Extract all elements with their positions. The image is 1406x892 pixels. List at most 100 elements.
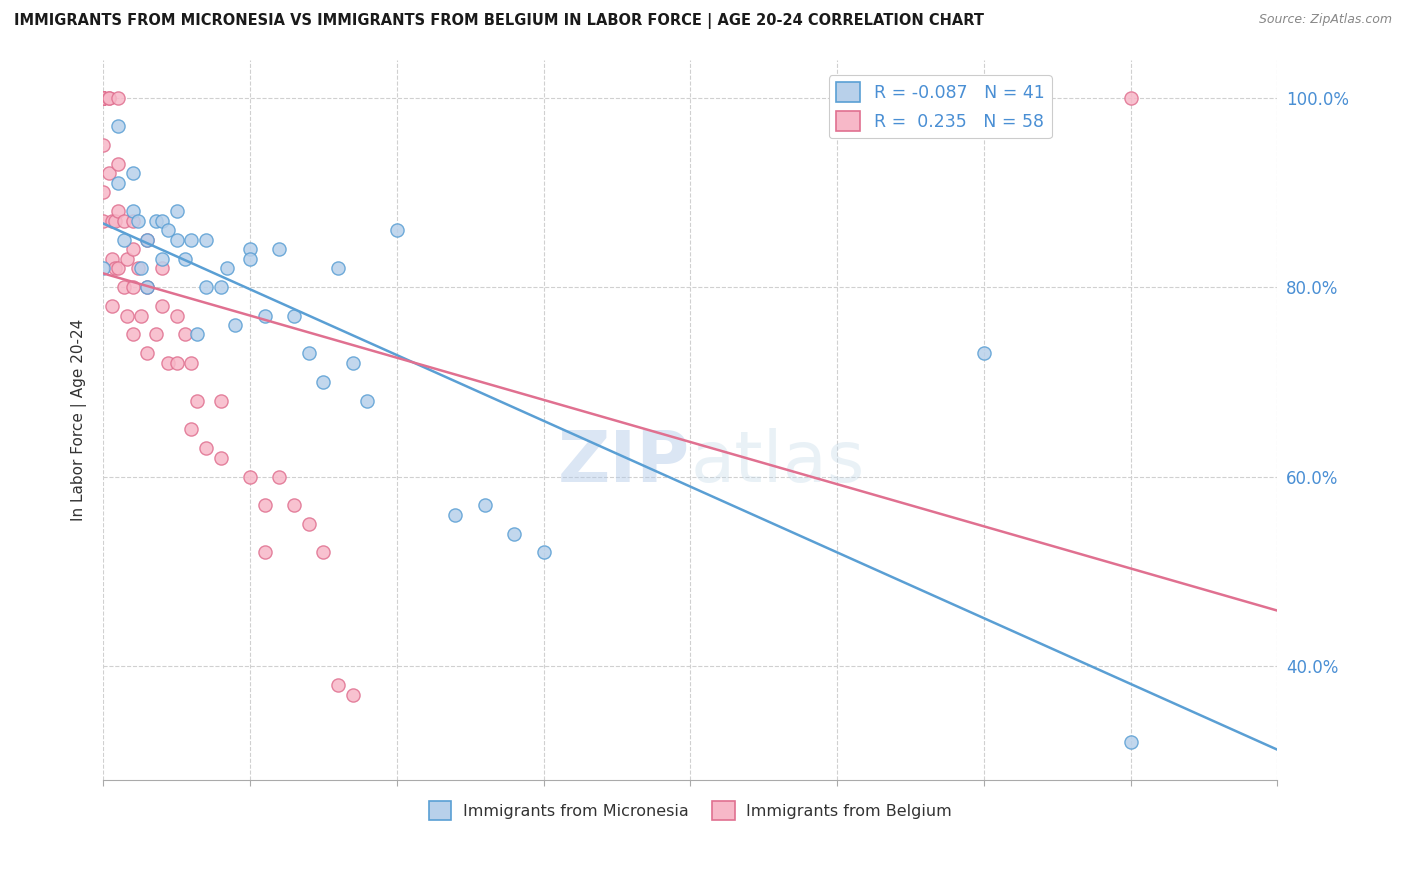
- Point: [136, 280, 159, 294]
- Point: [127, 261, 149, 276]
- Point: [101, 213, 124, 227]
- Point: [215, 261, 238, 276]
- Text: Source: ZipAtlas.com: Source: ZipAtlas.com: [1258, 13, 1392, 27]
- Point: [112, 280, 135, 294]
- Point: [1119, 90, 1142, 104]
- Point: [156, 223, 179, 237]
- Point: [533, 545, 555, 559]
- Point: [104, 213, 127, 227]
- Point: [91, 261, 114, 276]
- Point: [121, 280, 143, 294]
- Point: [444, 508, 467, 522]
- Point: [150, 299, 173, 313]
- Point: [180, 233, 202, 247]
- Point: [98, 166, 121, 180]
- Point: [1119, 735, 1142, 749]
- Point: [209, 393, 232, 408]
- Legend: Immigrants from Micronesia, Immigrants from Belgium: Immigrants from Micronesia, Immigrants f…: [423, 795, 957, 826]
- Point: [269, 469, 291, 483]
- Point: [107, 157, 129, 171]
- Point: [91, 90, 114, 104]
- Point: [121, 242, 143, 256]
- Point: [186, 327, 208, 342]
- Point: [136, 233, 159, 247]
- Point: [104, 261, 127, 276]
- Point: [107, 119, 129, 133]
- Point: [298, 346, 321, 360]
- Point: [145, 327, 167, 342]
- Point: [98, 90, 121, 104]
- Point: [973, 346, 995, 360]
- Point: [326, 678, 349, 692]
- Point: [224, 318, 246, 332]
- Point: [91, 90, 114, 104]
- Point: [180, 356, 202, 370]
- Point: [186, 393, 208, 408]
- Point: [253, 498, 276, 512]
- Point: [166, 204, 188, 219]
- Point: [342, 688, 364, 702]
- Point: [91, 90, 114, 104]
- Point: [91, 90, 114, 104]
- Point: [166, 233, 188, 247]
- Point: [503, 526, 526, 541]
- Point: [239, 242, 262, 256]
- Point: [127, 213, 149, 227]
- Point: [174, 327, 197, 342]
- Point: [312, 545, 335, 559]
- Point: [283, 498, 305, 512]
- Point: [474, 498, 496, 512]
- Point: [385, 223, 408, 237]
- Point: [150, 252, 173, 266]
- Point: [91, 90, 114, 104]
- Point: [121, 204, 143, 219]
- Point: [239, 469, 262, 483]
- Point: [194, 233, 217, 247]
- Point: [91, 90, 114, 104]
- Point: [145, 213, 167, 227]
- Point: [239, 252, 262, 266]
- Point: [107, 176, 129, 190]
- Point: [121, 166, 143, 180]
- Point: [115, 252, 138, 266]
- Point: [253, 545, 276, 559]
- Point: [121, 213, 143, 227]
- Point: [326, 261, 349, 276]
- Text: atlas: atlas: [690, 428, 865, 498]
- Point: [131, 261, 153, 276]
- Point: [101, 252, 124, 266]
- Point: [253, 309, 276, 323]
- Point: [107, 261, 129, 276]
- Point: [150, 261, 173, 276]
- Point: [136, 346, 159, 360]
- Point: [166, 309, 188, 323]
- Point: [131, 309, 153, 323]
- Point: [112, 233, 135, 247]
- Point: [136, 280, 159, 294]
- Point: [209, 280, 232, 294]
- Point: [115, 309, 138, 323]
- Point: [342, 356, 364, 370]
- Point: [150, 213, 173, 227]
- Point: [98, 90, 121, 104]
- Point: [112, 213, 135, 227]
- Point: [91, 90, 114, 104]
- Point: [121, 327, 143, 342]
- Text: IMMIGRANTS FROM MICRONESIA VS IMMIGRANTS FROM BELGIUM IN LABOR FORCE | AGE 20-24: IMMIGRANTS FROM MICRONESIA VS IMMIGRANTS…: [14, 13, 984, 29]
- Point: [91, 186, 114, 200]
- Point: [107, 90, 129, 104]
- Point: [269, 242, 291, 256]
- Point: [180, 422, 202, 436]
- Point: [194, 280, 217, 294]
- Point: [156, 356, 179, 370]
- Point: [298, 516, 321, 531]
- Point: [174, 252, 197, 266]
- Point: [166, 356, 188, 370]
- Point: [101, 299, 124, 313]
- Text: ZIP: ZIP: [558, 428, 690, 498]
- Point: [194, 441, 217, 455]
- Point: [136, 233, 159, 247]
- Y-axis label: In Labor Force | Age 20-24: In Labor Force | Age 20-24: [72, 318, 87, 521]
- Point: [283, 309, 305, 323]
- Point: [356, 393, 378, 408]
